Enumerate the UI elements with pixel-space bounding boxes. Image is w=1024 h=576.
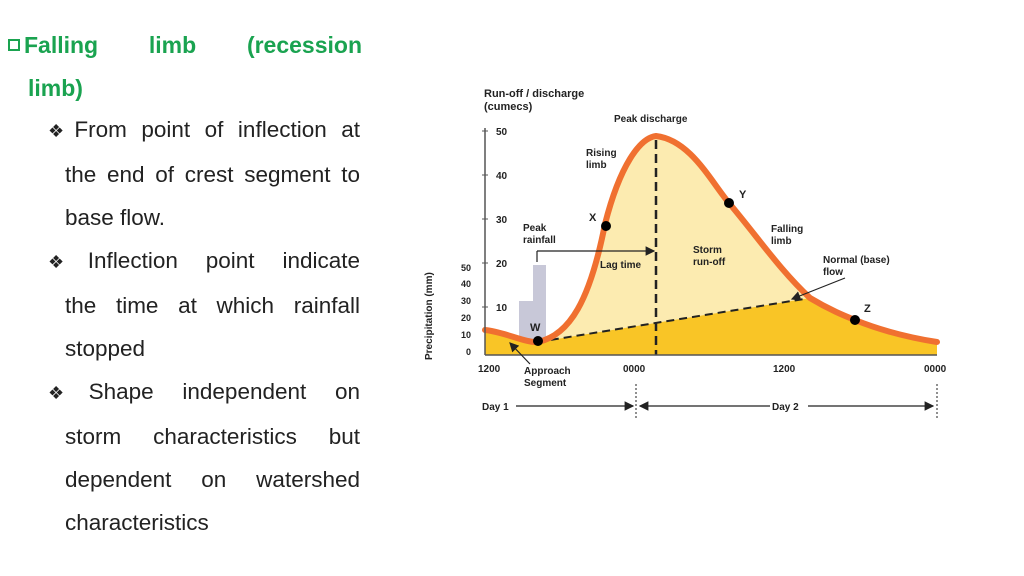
peak-rainfall-label: rainfall xyxy=(523,235,556,246)
bullet-text-continued: storm characteristics but dependent on w… xyxy=(65,424,360,535)
point-y xyxy=(724,198,734,208)
peak-discharge-label: Peak discharge xyxy=(614,114,688,125)
text-column: Falling limb (recession limb) ❖From poin… xyxy=(0,0,380,576)
precip-tick-label: 0 xyxy=(466,347,471,357)
point-z-label: Z xyxy=(864,303,871,315)
checkbox-bullet-icon xyxy=(8,39,20,51)
day-1-label: Day 1 xyxy=(482,402,509,413)
discharge-tick-label: 50 xyxy=(496,127,508,138)
heading-word-1: Falling xyxy=(8,24,98,67)
x-tick-label: 0000 xyxy=(623,364,646,375)
falling-limb-label: Falling xyxy=(771,224,803,235)
rising-limb-label: Rising xyxy=(586,148,617,159)
base-flow-label: Normal (base) xyxy=(823,255,890,266)
diamond-bullet-icon: ❖ xyxy=(48,383,87,403)
heading-line-2: limb) xyxy=(28,75,83,101)
bullet-text-continued: the time at which rainfall stopped xyxy=(65,293,360,361)
precip-tick-label: 40 xyxy=(461,279,471,289)
bullet-item: ❖Shape independent on storm characterist… xyxy=(48,370,360,544)
heading-word-2: limb xyxy=(148,32,197,58)
storm-runoff-label: Storm xyxy=(693,245,722,256)
precip-tick-label: 10 xyxy=(461,330,471,340)
point-z xyxy=(850,315,860,325)
x-tick-label: 1200 xyxy=(773,364,796,375)
precipitation-axis-title: Precipitation (mm) xyxy=(424,272,435,360)
base-flow-pointer xyxy=(790,277,846,301)
diamond-bullet-icon: ❖ xyxy=(48,121,73,141)
storm-runoff-area xyxy=(485,136,810,343)
section-heading: Falling limb (recession limb) xyxy=(8,24,362,110)
bullet-text-continued: the end of crest segment to base flow. xyxy=(65,162,360,230)
day-2-label: Day 2 xyxy=(772,402,799,413)
rising-limb-label: limb xyxy=(586,160,607,171)
point-y-label: Y xyxy=(739,189,747,201)
falling-limb-label: limb xyxy=(771,236,792,247)
x-tick-label: 0000 xyxy=(924,364,947,375)
heading-word-3: (recession xyxy=(246,32,362,58)
point-x-label: X xyxy=(589,212,597,224)
hydrograph-curve xyxy=(482,132,940,346)
bullet-text: From point of inflection at xyxy=(74,117,360,142)
discharge-tick-label: 20 xyxy=(496,259,508,270)
precip-tick-label: 30 xyxy=(461,296,471,306)
point-w-label: W xyxy=(530,322,541,334)
peak-rainfall-label: Peak xyxy=(523,223,547,234)
bullet-text: Inflection point indicate xyxy=(87,248,360,273)
point-w xyxy=(533,336,543,346)
approach-segment-label: Segment xyxy=(524,378,567,389)
y-axis-title: (cumecs) xyxy=(484,101,533,113)
x-tick-label: 1200 xyxy=(478,364,501,375)
diamond-bullet-icon: ❖ xyxy=(48,252,86,272)
approach-segment-label: Approach xyxy=(524,366,571,377)
approach-pointer xyxy=(509,342,531,365)
precip-tick-label: 50 xyxy=(461,263,471,273)
base-flow-label: flow xyxy=(823,267,843,278)
rainfall-bar xyxy=(533,265,546,353)
discharge-tick-label: 10 xyxy=(496,303,508,314)
bullet-text: Shape independent on xyxy=(88,379,360,404)
y-axis-title: Run-off / discharge xyxy=(484,88,584,100)
baseflow-area xyxy=(485,298,937,355)
point-x xyxy=(601,221,611,231)
lag-time-label: Lag time xyxy=(600,260,642,271)
discharge-tick-label: 30 xyxy=(496,215,508,226)
bullet-item: ❖Inflection point indicate the time at w… xyxy=(48,239,360,370)
bullet-list: ❖From point of inflection at the end of … xyxy=(48,108,360,544)
storm-runoff-label: run-off xyxy=(693,257,726,268)
bullet-item: ❖From point of inflection at the end of … xyxy=(48,108,360,239)
discharge-tick-label: 40 xyxy=(496,171,508,182)
baseflow-separation-line xyxy=(537,297,811,343)
precip-tick-label: 20 xyxy=(461,313,471,323)
